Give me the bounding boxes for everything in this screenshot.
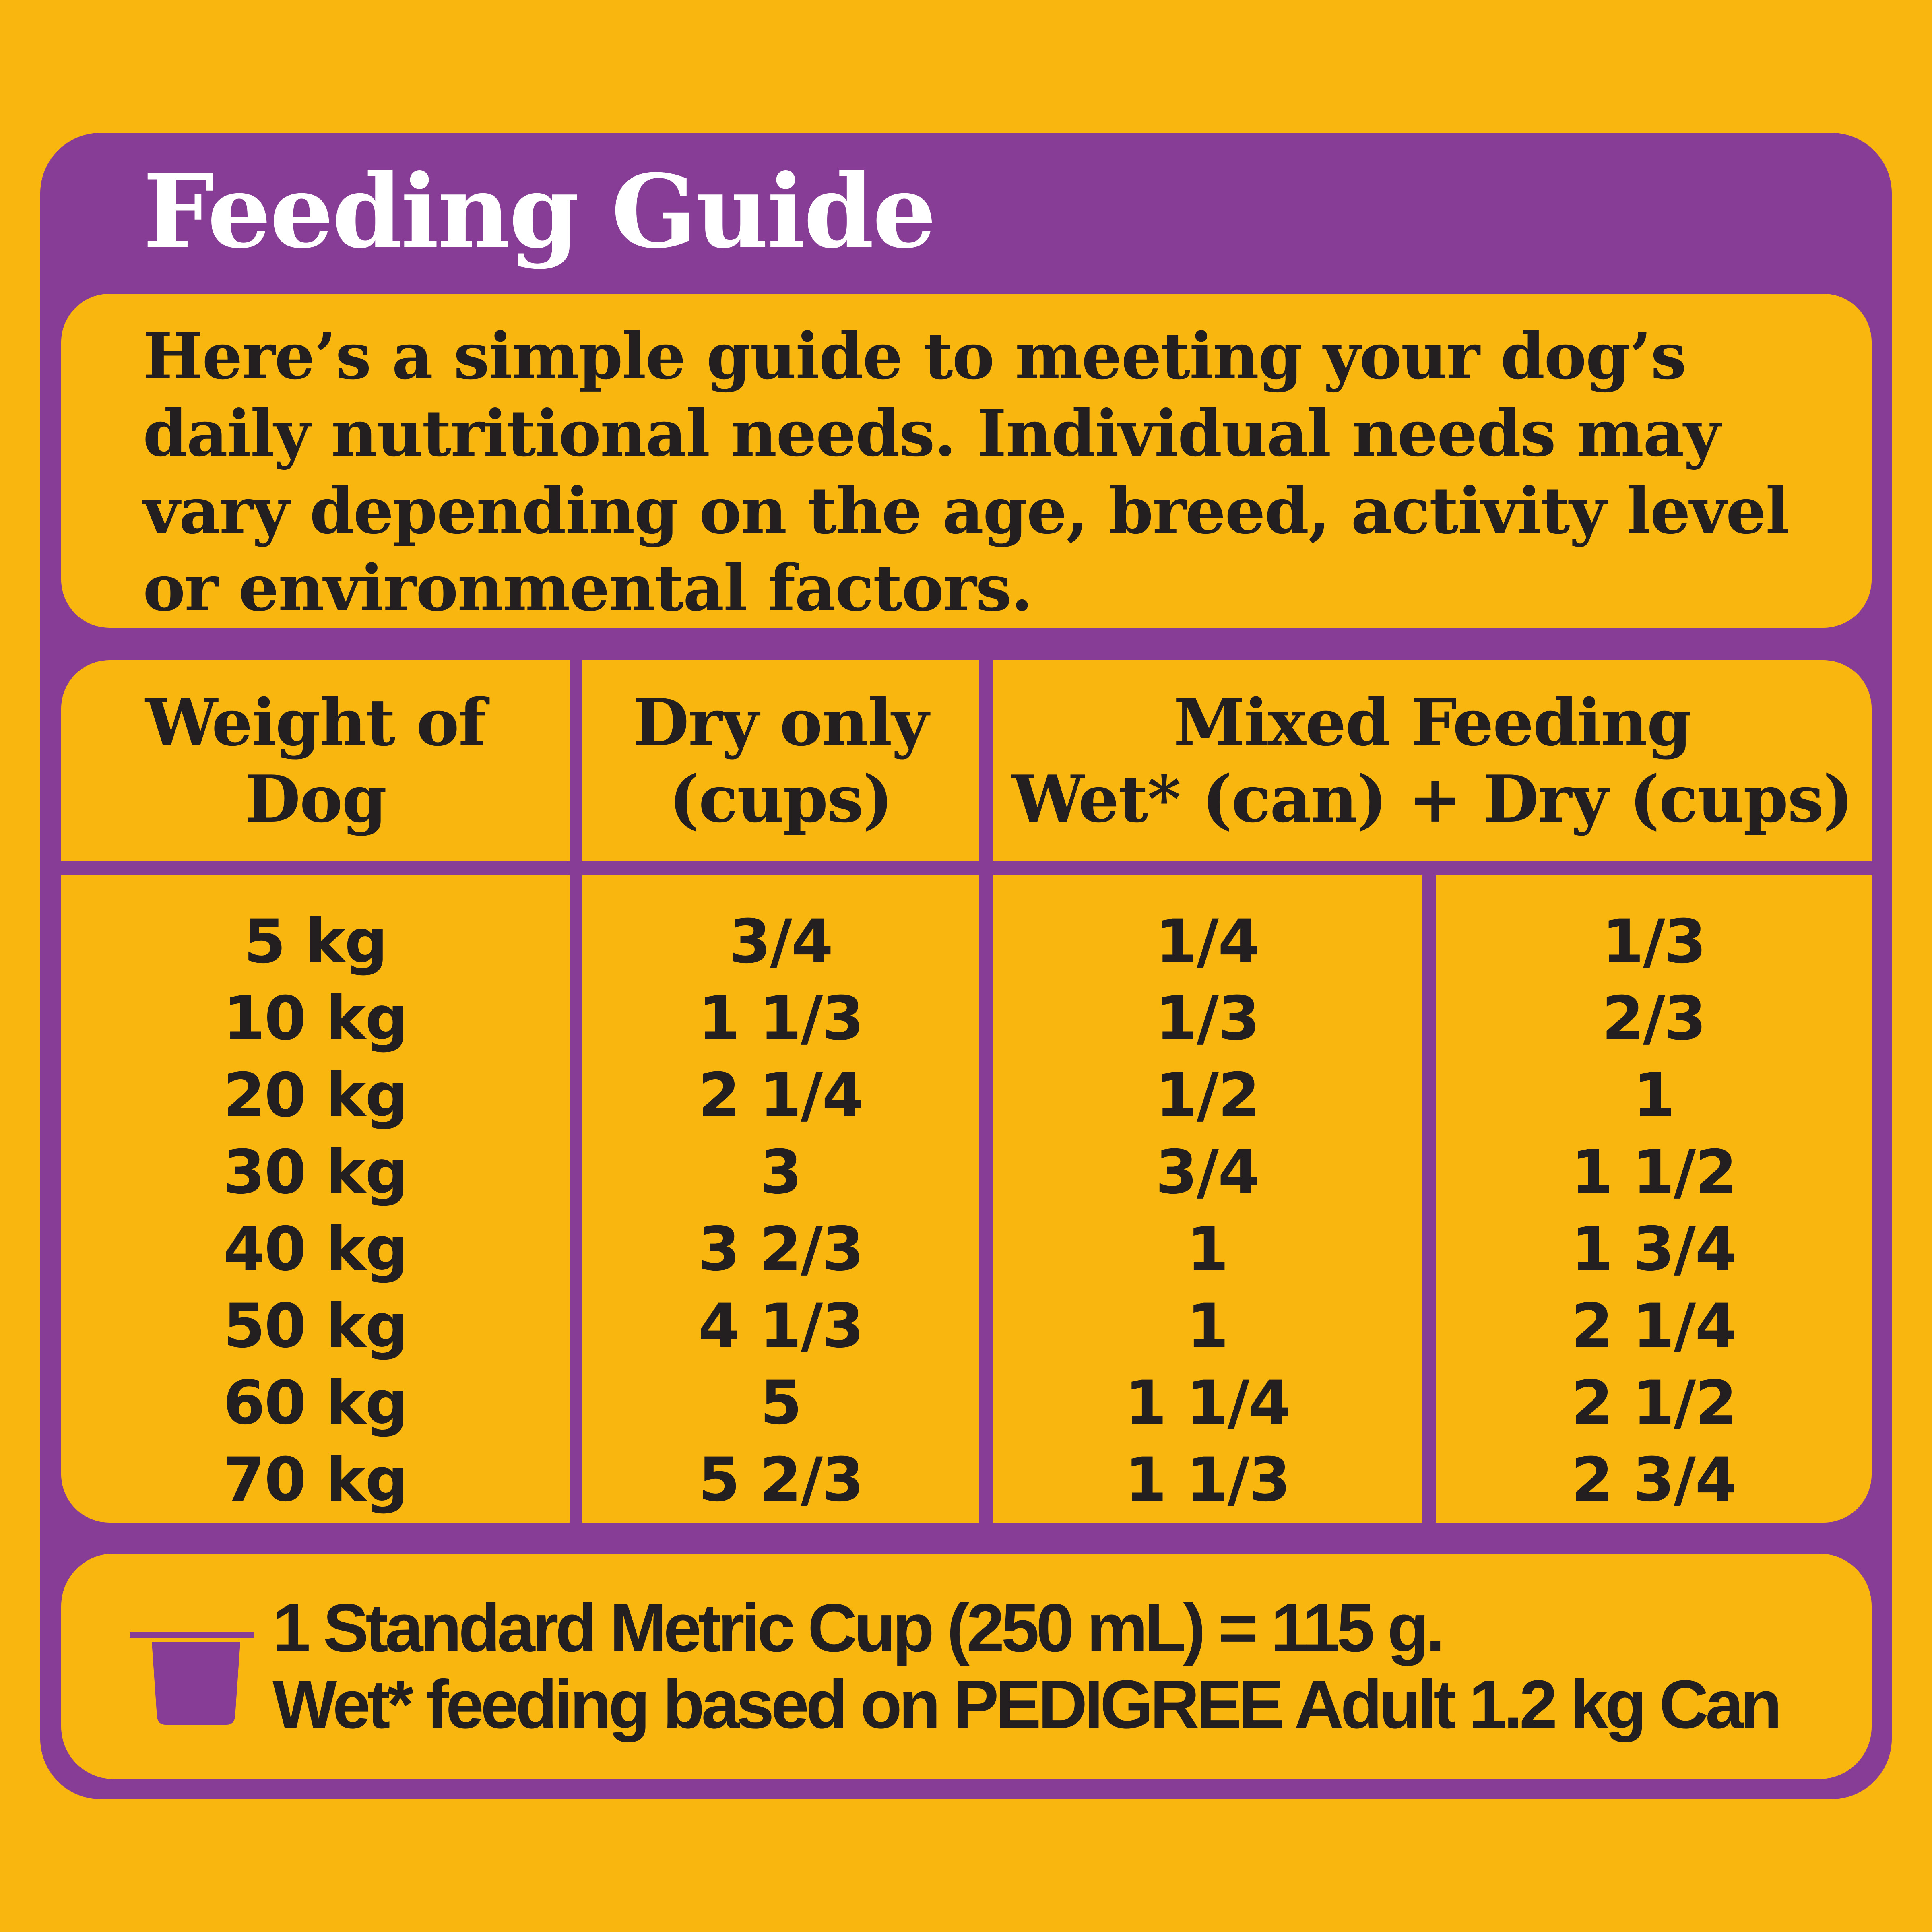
table-cell: 70 kg — [223, 1445, 408, 1515]
footer-line-wet: Wet* feeding based on PEDIGREE Adult 1.2… — [272, 1666, 1782, 1743]
table-cell: 4 1/3 — [698, 1291, 864, 1361]
table-cell: 1 1/3 — [698, 984, 864, 1054]
header-dry-line2: (cups) — [669, 761, 893, 837]
table-cell: 2/3 — [1602, 984, 1707, 1054]
table-cell: 40 kg — [223, 1214, 408, 1284]
footer-text: 1 Standard Metric Cup (250 mL) = 115 g. … — [272, 1590, 1782, 1743]
intro-text: Here’s a simple guide to meeting your do… — [143, 319, 1790, 625]
table-cell: 1/3 — [1155, 984, 1260, 1054]
table-cell: 2 1/4 — [1571, 1291, 1737, 1361]
header-dry-only: Dry only (cups) — [582, 660, 979, 861]
header-mixed-line2: Wet* (can) + Dry (cups) — [1012, 761, 1854, 837]
measuring-cup-icon — [130, 1632, 254, 1725]
header-weight: Weight of Dog — [61, 660, 570, 861]
table-cell: 1 — [1633, 1061, 1675, 1131]
table-cell: 5 kg — [244, 907, 388, 977]
header-mixed-line1: Mixed Feeding — [1173, 685, 1692, 760]
table-cell: 2 1/2 — [1571, 1368, 1737, 1438]
header-mixed-feeding: Mixed Feeding Wet* (can) + Dry (cups) — [993, 660, 1872, 861]
footer-note-box: 1 Standard Metric Cup (250 mL) = 115 g. … — [61, 1554, 1872, 1779]
table-cell: 5 — [760, 1368, 802, 1438]
table-cell: 2 1/4 — [698, 1061, 864, 1131]
table-cell: 20 kg — [223, 1061, 408, 1131]
table-cell: 5 2/3 — [698, 1445, 864, 1515]
header-weight-line2: Dog — [244, 761, 387, 837]
column-mixed-wet: 1/4 1/3 1/2 3/4 1 1 1 1/4 1 1/3 — [993, 875, 1422, 1523]
table-cell: 30 kg — [223, 1137, 408, 1208]
table-cell: 1 1/4 — [1125, 1368, 1290, 1438]
column-weight: 5 kg 10 kg 20 kg 30 kg 40 kg 50 kg 60 kg… — [61, 875, 570, 1523]
table-cell: 50 kg — [223, 1291, 408, 1361]
table-cell: 1/4 — [1155, 907, 1260, 977]
table-cell: 3/4 — [1155, 1137, 1260, 1208]
table-cell: 1/3 — [1602, 907, 1707, 977]
table-cell: 1/2 — [1155, 1061, 1260, 1131]
column-dry-only: 3/4 1 1/3 2 1/4 3 3 2/3 4 1/3 5 5 2/3 — [582, 875, 979, 1523]
table-cell: 3/4 — [729, 907, 834, 977]
footer-line-cup: 1 Standard Metric Cup (250 mL) = 115 g. — [272, 1590, 1445, 1666]
table-cell: 1 1/2 — [1571, 1137, 1737, 1208]
column-mixed-dry: 1/3 2/3 1 1 1/2 1 3/4 2 1/4 2 1/2 2 3/4 — [1436, 875, 1872, 1523]
page-title: Feeding Guide — [143, 152, 936, 270]
table-cell: 10 kg — [223, 984, 408, 1054]
table-cell: 1 3/4 — [1571, 1214, 1737, 1284]
table-cell: 2 3/4 — [1571, 1445, 1737, 1515]
intro-box: Here’s a simple guide to meeting your do… — [61, 294, 1872, 628]
table-cell: 60 kg — [223, 1368, 408, 1438]
table-cell: 1 1/3 — [1125, 1445, 1290, 1515]
header-dry-line1: Dry only — [633, 685, 929, 760]
header-weight-line1: Weight of — [145, 685, 486, 760]
table-cell: 3 — [760, 1137, 802, 1208]
table-cell: 1 — [1187, 1214, 1228, 1284]
table-cell: 1 — [1187, 1291, 1228, 1361]
table-cell: 3 2/3 — [698, 1214, 864, 1284]
